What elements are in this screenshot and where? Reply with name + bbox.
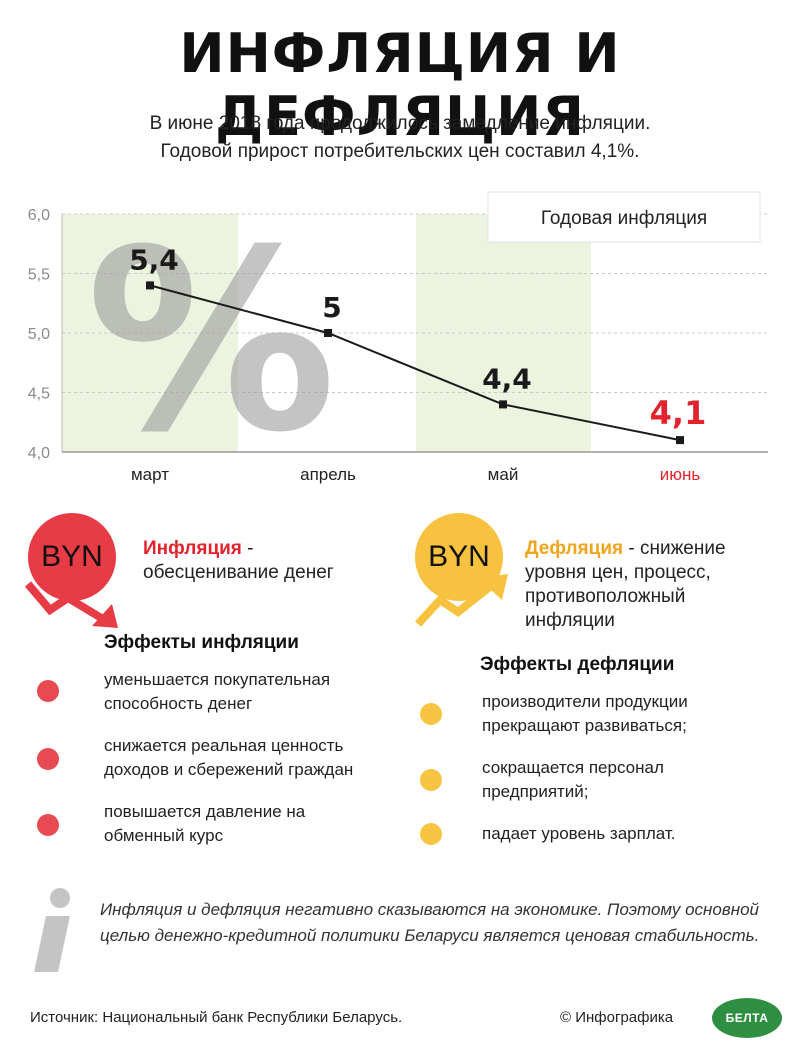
source-text: Источник: Национальный банк Республики Б… [30,1009,403,1026]
x-tick-label: март [131,465,169,484]
copyright-text: © Инфографика [560,1009,674,1026]
bullet-red [37,814,59,836]
deflation-definition-line2: уровня цен, процесс, [525,562,711,583]
series-line [149,284,681,442]
effect-line: сокращается персонал [482,758,664,777]
inflation-effects-title: Эффекты инфляции [104,632,299,653]
bullet-red [37,680,59,702]
effect-line: доходов и сбережений граждан [104,760,354,779]
inflation-dash: - [241,538,254,559]
deflation-def-rest: - снижение [623,538,726,559]
y-tick-label: 5,5 [28,267,50,284]
deflation-term: Дефляция [525,538,624,559]
up-arrow-icon [415,574,508,627]
x-tick-label: июнь [660,465,701,484]
y-tick-label: 4,5 [28,386,50,403]
effect-line: прекращают развиваться; [482,716,687,735]
data-point [676,436,684,445]
deflation-effects-title: Эффекты дефляции [480,654,675,675]
inflation-definition: Инфляция - обесценивание денег [143,537,334,585]
effect-line: падает уровень зарплат. [482,824,676,843]
inflation-term: Инфляция [143,538,242,559]
bullet-yellow [420,823,442,845]
effect-line: снижается реальная ценность [104,736,344,755]
y-tick-label: 4,0 [28,445,50,462]
y-tick-label: 6,0 [28,207,50,224]
inflation-effect-2: снижается реальная ценность доходов и сб… [104,734,353,782]
x-tick-label: апрель [300,465,356,484]
deflation-definition: Дефляция - снижение уровня цен, процесс,… [525,537,726,633]
belta-logo: БЕЛТА [712,998,782,1038]
bullet-yellow [420,703,442,725]
inflation-effect-1: уменьшается покупательная способность де… [104,668,330,716]
legend-box [487,191,761,243]
data-point [146,281,154,290]
effect-line: уменьшается покупательная [104,670,331,689]
deflation-effect-2: сокращается персонал предприятий; [482,756,664,804]
deflation-effect-1: производители продукции прекращают разви… [482,690,688,738]
deflation-definition-line3: противоположный [525,586,686,607]
effect-line: обменный курс [104,826,224,845]
data-label: 4,1 [650,394,707,432]
down-arrow-icon [24,581,118,628]
x-tick-label: май [488,465,519,484]
effect-line: способность денег [104,694,253,713]
inflation-definition-line2: обесценивание денег [143,562,334,583]
y-tick-label: 5,0 [28,326,50,343]
subtitle-line-2: Годовой прирост потребительских цен сост… [160,141,640,162]
chart-title: Годовая инфляция [541,208,707,229]
effect-line: повышается давление на [104,802,306,821]
deflation-effect-3: падает уровень зарплат. [482,822,675,846]
info-note: Инфляция и дефляция негативно сказываютс… [100,900,760,945]
subtitle-line-1: В июне 2018 года продолжилось замедление… [149,113,651,134]
subtitle: В июне 2018 года продолжилось замедление… [0,110,800,166]
data-label: 5 [322,291,341,324]
bullet-yellow [420,769,442,791]
page-title: ИНФЛЯЦИЯ И ДЕФЛЯЦИЯ [179,22,621,148]
logo-text: БЕЛТА [725,1011,769,1025]
deflation-definition-line4: инфляции [525,610,615,631]
data-point [499,400,507,409]
effect-line: предприятий; [482,782,589,801]
data-point [324,329,332,337]
bullet-red [37,748,59,770]
inflation-line-chart: 6,0 5,5 5,0 4,5 4,0% Годовая инфляция 5,4 март 5… [28,191,768,487]
data-label: 4,4 [482,362,532,395]
percent-icon: % [86,196,337,487]
inflation-effect-3: повышается давление на обменный курс [104,800,305,848]
effect-line: производители продукции [482,692,688,711]
data-label: 5,4 [129,243,179,276]
byn-inflation-badge: BYN [28,513,116,601]
info-icon [34,888,70,972]
